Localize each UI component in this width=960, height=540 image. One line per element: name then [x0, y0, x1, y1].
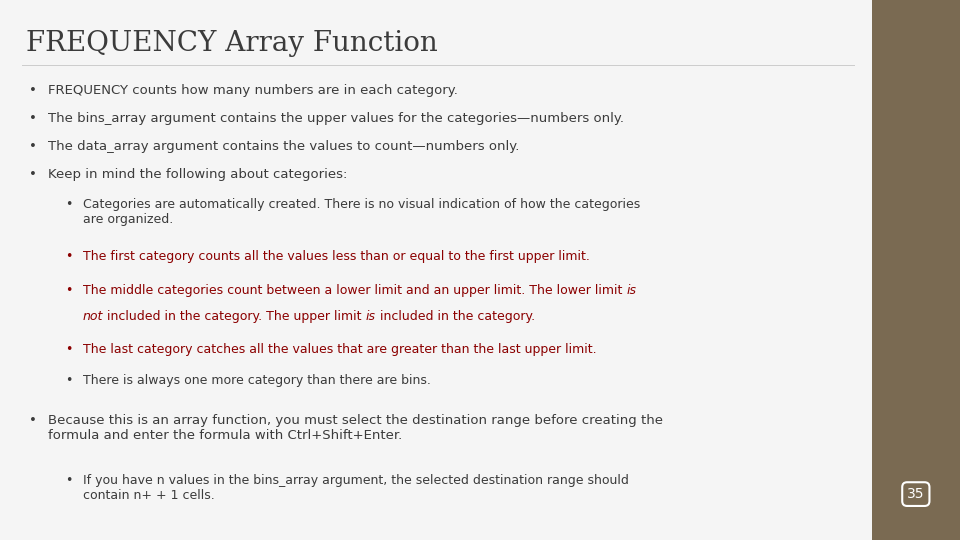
Text: •: • — [65, 343, 73, 356]
Text: There is always one more category than there are bins.: There is always one more category than t… — [83, 374, 431, 387]
Text: included in the category. The upper limit: included in the category. The upper limi… — [103, 309, 366, 322]
Text: •: • — [29, 112, 36, 125]
Text: The last category catches all the values that are greater than the last upper li: The last category catches all the values… — [83, 343, 596, 356]
Text: FREQUENCY Array Function: FREQUENCY Array Function — [26, 30, 438, 57]
Text: Because this is an array function, you must select the destination range before : Because this is an array function, you m… — [48, 414, 663, 442]
Text: Keep in mind the following about categories:: Keep in mind the following about categor… — [48, 168, 348, 181]
Text: The middle categories count between a lower limit and an upper limit. The lower : The middle categories count between a lo… — [83, 284, 626, 296]
Text: included in the category.: included in the category. — [375, 309, 535, 322]
Text: •: • — [65, 284, 73, 296]
Text: •: • — [29, 140, 36, 153]
Text: If you have n values in the bins_array argument, the selected destination range : If you have n values in the bins_array a… — [83, 474, 629, 502]
Text: •: • — [65, 250, 73, 263]
Text: not: not — [83, 309, 103, 322]
Text: •: • — [65, 198, 73, 211]
Text: •: • — [65, 474, 73, 487]
FancyBboxPatch shape — [872, 0, 960, 540]
Text: The first category counts all the values less than or equal to the first upper l: The first category counts all the values… — [83, 250, 589, 263]
Text: Categories are automatically created. There is no visual indication of how the c: Categories are automatically created. Th… — [83, 198, 640, 226]
Text: •: • — [29, 414, 36, 427]
Text: is: is — [626, 284, 636, 296]
Text: is: is — [366, 309, 375, 322]
Text: •: • — [29, 168, 36, 181]
Text: 35: 35 — [907, 487, 924, 501]
Text: •: • — [29, 84, 36, 97]
Text: •: • — [65, 374, 73, 387]
Text: FREQUENCY counts how many numbers are in each category.: FREQUENCY counts how many numbers are in… — [48, 84, 458, 97]
Text: The data_array argument contains the values to count—numbers only.: The data_array argument contains the val… — [48, 140, 519, 153]
Text: The bins_array argument contains the upper values for the categories—numbers onl: The bins_array argument contains the upp… — [48, 112, 624, 125]
